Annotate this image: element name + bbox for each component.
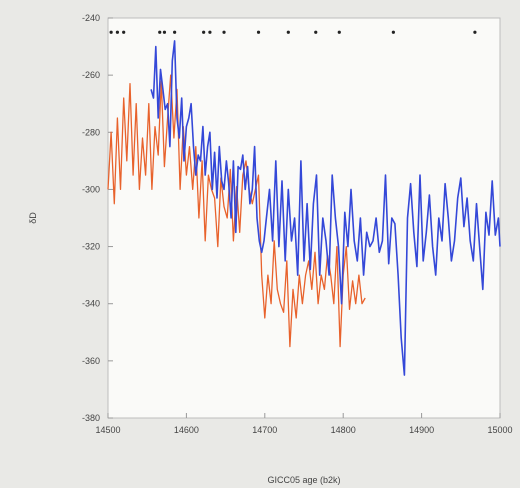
marker-dot — [314, 30, 318, 34]
marker-dot — [208, 30, 212, 34]
marker-dot — [122, 30, 126, 34]
y-tick-label: -260 — [82, 70, 100, 80]
y-tick-label: -360 — [82, 356, 100, 366]
y-axis-title: δD — [28, 212, 38, 224]
y-tick-label: -300 — [82, 184, 100, 194]
y-tick-label: -340 — [82, 299, 100, 309]
marker-dot — [158, 30, 162, 34]
x-tick-label: 14700 — [252, 425, 277, 435]
marker-dot — [391, 30, 395, 34]
y-tick-label: -380 — [82, 413, 100, 423]
marker-dot — [202, 30, 206, 34]
x-tick-label: 14500 — [95, 425, 120, 435]
marker-dot — [115, 30, 120, 34]
y-axis: -240 -260 -280 -300 -320 -340 -360 -380 — [82, 13, 113, 423]
marker-dot — [337, 30, 341, 34]
marker-dot — [256, 30, 261, 34]
y-tick-label: -320 — [82, 242, 100, 252]
marker-layer — [109, 30, 477, 34]
series-line-2 — [150, 40, 501, 376]
marker-dot — [222, 30, 226, 34]
x-tick-label: 14900 — [409, 425, 434, 435]
y-tick-label: -280 — [82, 127, 100, 137]
x-tick-label: 14800 — [331, 425, 356, 435]
series-layer — [107, 40, 501, 376]
x-tick-label: 15000 — [487, 425, 512, 435]
marker-dot — [109, 30, 113, 34]
marker-dot — [173, 30, 177, 34]
x-axis: 14500 14600 14700 14800 14900 15000 — [95, 413, 513, 435]
x-axis-title: GICC05 age (b2k) — [267, 475, 340, 485]
x-tick-label: 14600 — [174, 425, 199, 435]
marker-dot — [473, 30, 477, 34]
marker-dot — [162, 30, 167, 34]
y-tick-label: -240 — [82, 13, 100, 23]
plot-area — [107, 17, 501, 419]
marker-dot — [286, 30, 290, 34]
